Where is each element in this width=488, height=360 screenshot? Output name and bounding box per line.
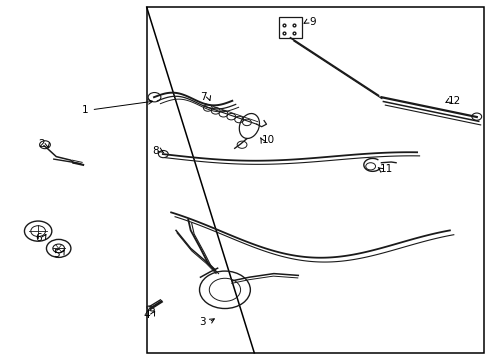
Text: 6: 6: [35, 233, 41, 243]
Bar: [146, 7, 483, 353]
Text: 9: 9: [309, 17, 316, 27]
Text: 11: 11: [379, 164, 392, 174]
Bar: [278, 17, 302, 38]
Text: 2: 2: [38, 139, 45, 149]
Text: 4: 4: [143, 310, 150, 320]
Text: 10: 10: [261, 135, 274, 145]
Text: 3: 3: [199, 317, 206, 327]
Text: 12: 12: [447, 96, 461, 106]
Text: 8: 8: [152, 146, 159, 156]
Text: 7: 7: [199, 92, 206, 102]
Text: 1: 1: [82, 105, 89, 115]
Text: 5: 5: [53, 249, 60, 259]
